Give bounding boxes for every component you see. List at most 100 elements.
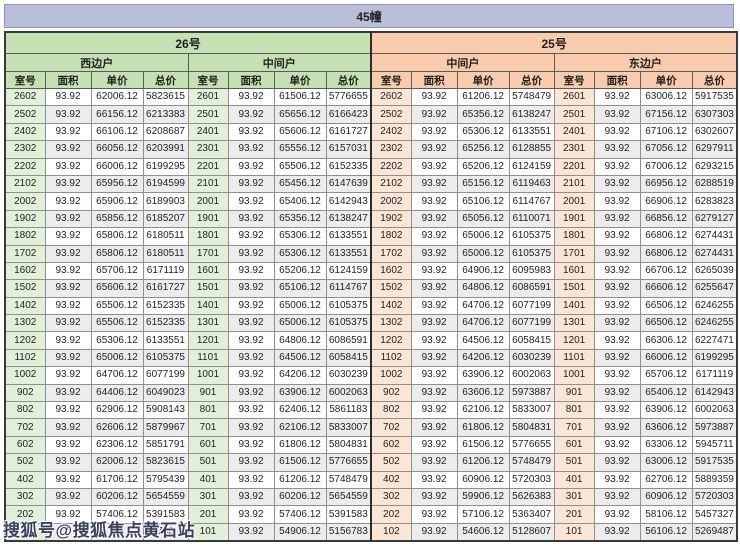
area-cell: 93.92	[44, 331, 92, 350]
unit-price-cell: 65706.12	[639, 366, 693, 385]
room-cell: 1702	[4, 244, 46, 263]
total-price-cell: 6114767	[508, 192, 555, 211]
area-cell	[44, 522, 92, 542]
total-price-cell: 5720303	[508, 470, 555, 489]
area-cell: 93.92	[227, 227, 275, 246]
room-cell: 301	[553, 487, 595, 507]
room-cell: 701	[553, 418, 595, 437]
room-cell: 1101	[553, 348, 595, 368]
room-cell: 502	[4, 453, 46, 472]
room-cell: 202	[370, 505, 412, 524]
section-header-中间户: 中间户	[187, 53, 372, 72]
total-price-cell: 5833007	[325, 418, 372, 437]
room-cell: 1101	[187, 348, 229, 368]
table-row: 202 93.92 57406.12 5391583 201 93.92 57406.12 5…	[4, 505, 738, 524]
room-cell: 1502	[370, 279, 412, 298]
unit-price-cell: 67106.12	[639, 122, 693, 142]
table-row: 602 93.92 62306.12 5851791 601 93.92 61806.12 5…	[4, 435, 738, 455]
unit-price-cell: 65056.12	[456, 209, 510, 229]
unit-price-cell: 65506.12	[273, 157, 327, 176]
total-price-cell: 6199295	[691, 348, 738, 368]
unit-price-cell: 65106.12	[456, 192, 510, 211]
total-price-cell: 6124159	[325, 261, 372, 281]
unit-price-cell: 65656.12	[273, 105, 327, 124]
total-price-cell: 6128855	[508, 140, 555, 159]
total-price-cell: 6288519	[691, 174, 738, 194]
area-cell: 93.92	[227, 261, 275, 281]
unit-price-cell: 62906.12	[90, 401, 144, 420]
area-cell: 93.92	[593, 331, 641, 350]
total-price-cell: 6274431	[691, 227, 738, 246]
total-price-cell: 5748479	[508, 453, 555, 472]
total-price-cell: 6213383	[142, 105, 189, 124]
total-price-cell: 5776655	[325, 87, 372, 107]
total-price-cell: 5851791	[142, 435, 189, 455]
room-cell: 1001	[187, 366, 229, 385]
room-cell: 1901	[187, 209, 229, 229]
unit-price-cell: 66906.12	[639, 192, 693, 211]
area-cell: 93.92	[593, 296, 641, 316]
total-price-cell: 6124159	[508, 157, 555, 176]
room-cell: 702	[4, 418, 46, 437]
unit-price-cell: 63606.12	[639, 418, 693, 437]
unit-price-cell: 65306.12	[90, 331, 144, 350]
column-header: 面积	[44, 71, 92, 89]
unit-price-cell: 65206.12	[456, 157, 510, 176]
column-header: 总价	[691, 71, 738, 89]
area-cell: 93.92	[44, 435, 92, 455]
area-cell: 93.92	[227, 314, 275, 333]
area-cell: 93.92	[227, 279, 275, 298]
unit-price-cell: 61206.12	[456, 453, 510, 472]
area-cell: 93.92	[593, 209, 641, 229]
area-cell: 93.92	[227, 331, 275, 350]
room-cell: 1902	[370, 209, 412, 229]
room-cell: 2002	[4, 192, 46, 211]
area-cell: 93.92	[44, 487, 92, 507]
area-cell: 93.92	[410, 331, 458, 350]
area-cell: 93.92	[227, 209, 275, 229]
area-cell: 93.92	[227, 244, 275, 263]
building-header-26号: 26号	[4, 31, 372, 54]
total-price-cell: 5861183	[325, 401, 372, 420]
unit-price-cell: 61506.12	[273, 453, 327, 472]
area-cell: 93.92	[593, 122, 641, 142]
table-row: 502 93.92 62006.12 5823615 501 93.92 61506.12 5…	[4, 453, 738, 472]
room-cell: 1602	[370, 261, 412, 281]
room-cell: 1301	[187, 314, 229, 333]
area-cell: 93.92	[44, 87, 92, 107]
area-cell: 93.92	[44, 453, 92, 472]
total-price-cell: 6095983	[508, 261, 555, 281]
area-cell: 93.92	[410, 505, 458, 524]
unit-price-cell: 61506.12	[456, 435, 510, 455]
room-cell: 502	[370, 453, 412, 472]
total-price-cell: 6157031	[325, 140, 372, 159]
unit-price-cell: 66106.12	[90, 122, 144, 142]
column-header: 室号	[553, 71, 595, 89]
total-price-cell: 5908143	[142, 401, 189, 420]
total-price-cell: 6105375	[508, 227, 555, 246]
total-price-cell: 6110071	[508, 209, 555, 229]
unit-price-cell: 66856.12	[639, 209, 693, 229]
unit-price-cell: 64706.12	[456, 314, 510, 333]
room-cell: 2501	[553, 105, 595, 124]
total-price-cell: 6152335	[325, 157, 372, 176]
table-row: 2202 93.92 66006.12 6199295 2201 93.92 65506.1…	[4, 157, 738, 176]
table-row: 1902 93.92 65856.12 6185207 1901 93.92 65356.1…	[4, 209, 738, 229]
room-cell: 1802	[370, 227, 412, 246]
area-cell: 93.92	[227, 296, 275, 316]
total-price-cell: 6199295	[142, 157, 189, 176]
area-cell: 93.92	[410, 192, 458, 211]
area-cell: 93.92	[227, 140, 275, 159]
total-price-cell: 6077199	[508, 314, 555, 333]
total-price-cell: 6161727	[325, 122, 372, 142]
unit-price-cell: 63006.12	[639, 453, 693, 472]
room-cell: 701	[187, 418, 229, 437]
room-cell: 901	[187, 383, 229, 403]
total-price-cell: 5823615	[142, 87, 189, 107]
unit-price-cell: 61806.12	[456, 418, 510, 437]
room-cell: 1202	[4, 331, 46, 350]
room-cell: 801	[187, 401, 229, 420]
total-price-cell: 5776655	[508, 435, 555, 455]
unit-price-cell: 65806.12	[90, 244, 144, 263]
unit-price-cell: 65806.12	[90, 227, 144, 246]
